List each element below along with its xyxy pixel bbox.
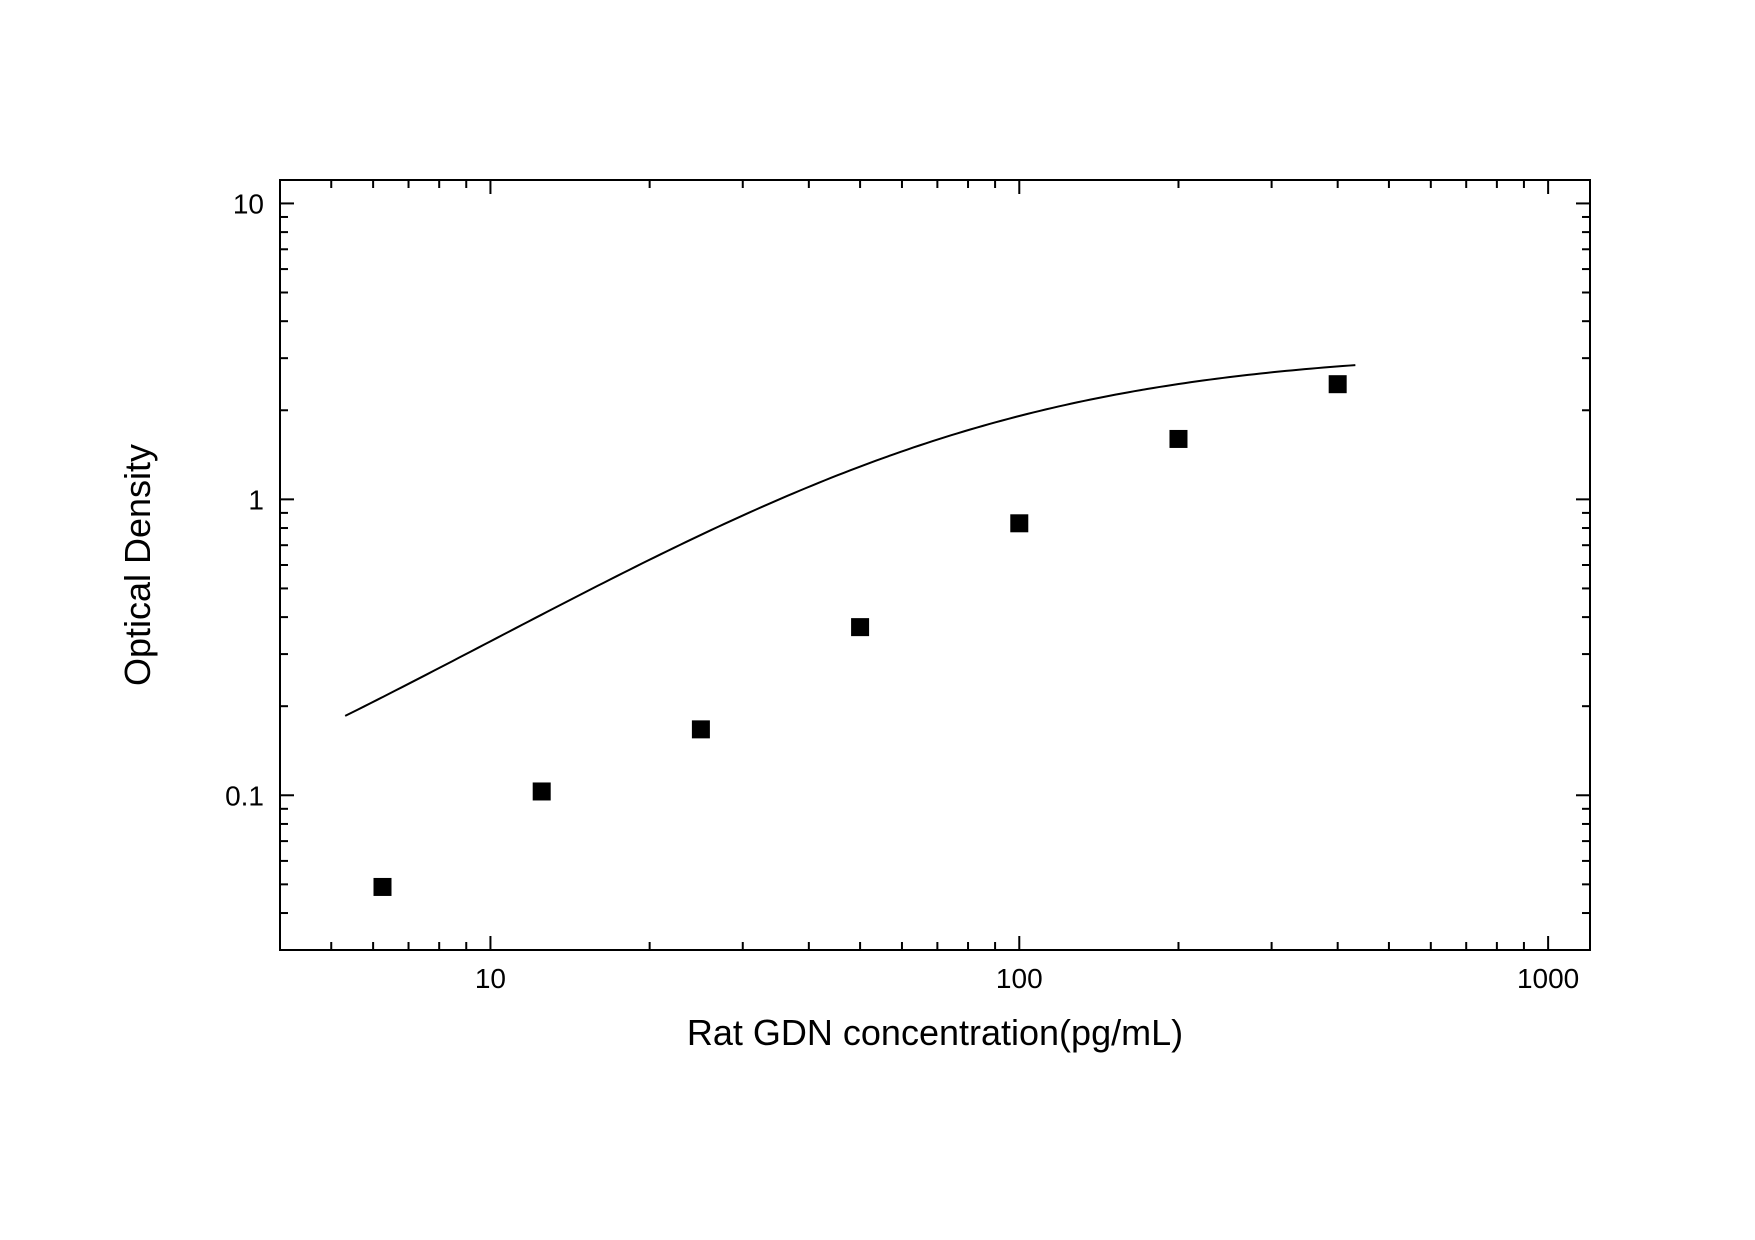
data-marker xyxy=(1010,514,1028,532)
y-tick-label: 10 xyxy=(233,188,264,219)
y-axis-label: Optical Density xyxy=(117,444,158,686)
log-log-standard-curve: 10 100 1000 0.1 1 10 Rat GDN concentration(pg/… xyxy=(0,0,1755,1240)
x-tick-label: 100 xyxy=(996,963,1043,994)
fit-curve xyxy=(345,365,1355,716)
data-marker xyxy=(851,618,869,636)
data-marker xyxy=(533,782,551,800)
y-tick-label: 0.1 xyxy=(225,780,264,811)
plot-frame xyxy=(280,180,1590,950)
y-tick-label: 1 xyxy=(248,484,264,515)
data-marker xyxy=(1329,375,1347,393)
chart-container: 10 100 1000 0.1 1 10 Rat GDN concentration(pg/… xyxy=(0,0,1755,1240)
data-marker xyxy=(373,878,391,896)
data-marker xyxy=(692,720,710,738)
x-tick-label: 10 xyxy=(475,963,506,994)
data-marker xyxy=(1169,430,1187,448)
x-tick-label: 1000 xyxy=(1517,963,1579,994)
x-axis-label: Rat GDN concentration(pg/mL) xyxy=(687,1012,1183,1053)
